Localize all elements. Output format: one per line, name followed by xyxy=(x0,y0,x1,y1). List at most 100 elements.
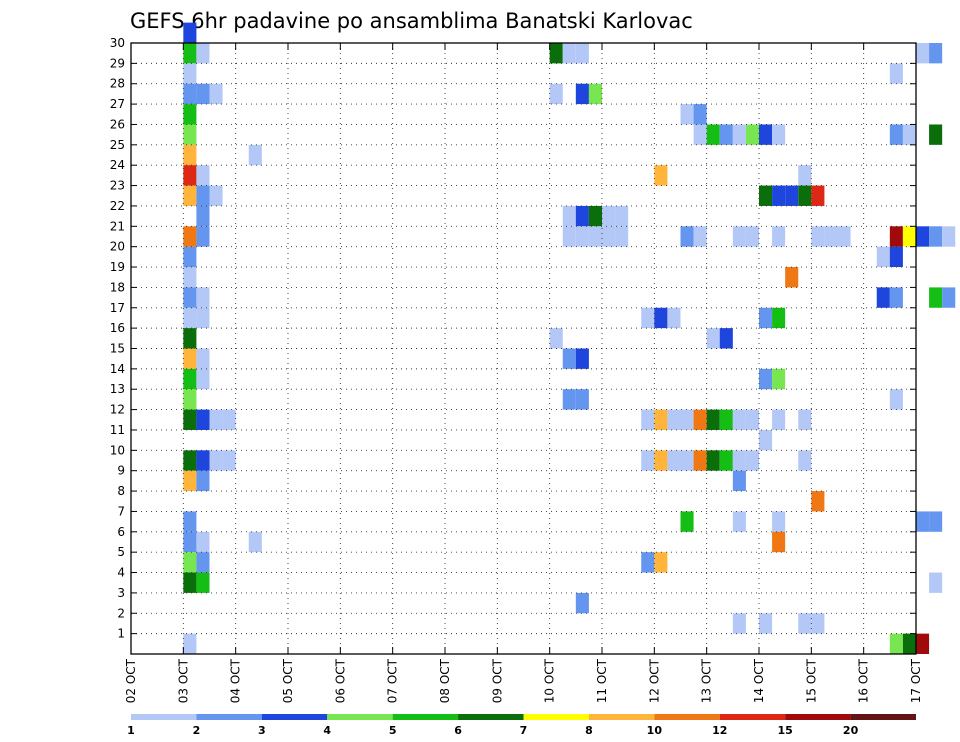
heatmap-cell-m29-t32 xyxy=(549,43,563,64)
heatmap-cell-m11-t4 xyxy=(183,409,197,430)
x-tick-label: 16 OCT xyxy=(857,658,871,703)
chart-title: GEFS 6hr padavine po ansamblima Banatski… xyxy=(130,9,693,33)
x-tick-label: 10 OCT xyxy=(543,658,557,703)
heatmap-cell-m9-t7 xyxy=(222,450,236,471)
heatmap-cell-m17-t4 xyxy=(183,287,197,308)
heatmap-cell-m19-t4 xyxy=(183,246,197,268)
heatmap-cell-m11-t7 xyxy=(222,409,236,430)
heatmap-cell-m4-t4 xyxy=(183,552,197,573)
heatmap-cell-m20-t59 xyxy=(902,226,916,247)
heatmap-cell-m4-t40 xyxy=(654,552,668,573)
heatmap-cell-m11-t49 xyxy=(772,409,786,430)
colorbar-label: 6 xyxy=(454,724,462,737)
heatmap-cell-m22-t4 xyxy=(183,185,197,206)
heatmap-cell-m25-t47 xyxy=(745,124,759,145)
heatmap-cell-m5-t4 xyxy=(183,531,197,553)
heatmap-cell-m6-t4 xyxy=(183,511,197,532)
heatmap-cell-m25-t45 xyxy=(719,124,733,145)
heatmap-cell-m9-t42 xyxy=(680,450,694,471)
heatmap-cell-m23-t4 xyxy=(183,165,197,186)
heatmap-cell-m20-t47 xyxy=(745,226,759,247)
heatmap-cell-m29-t60 xyxy=(916,43,930,64)
x-tick-label: 08 OCT xyxy=(438,658,452,703)
colorbar-swatch xyxy=(588,714,655,720)
heatmap-cell-m6-t49 xyxy=(772,511,786,532)
x-tick-label: 15 OCT xyxy=(804,658,818,703)
heatmap-cell-m27-t5 xyxy=(196,83,210,105)
heatmap-cell-m0-t4 xyxy=(183,633,197,654)
heatmap-cell-m25-t43 xyxy=(693,124,707,145)
y-tick-label: 10 xyxy=(110,443,125,457)
colorbar-swatch xyxy=(327,714,393,720)
heatmap-cell-m20-t37 xyxy=(615,226,629,247)
heatmap-cell-m3-t61 xyxy=(929,572,943,593)
y-tick-label: 25 xyxy=(110,138,125,152)
heatmap-cell-m17-t58 xyxy=(889,287,903,308)
colorbar-label: 20 xyxy=(843,724,859,737)
heatmap-cell-m20-t62 xyxy=(942,226,956,247)
colorbar-label: 5 xyxy=(389,724,397,737)
colorbar-swatch xyxy=(785,714,851,720)
heatmap-cell-m9-t41 xyxy=(667,450,681,471)
heatmap-cell-m20-t54 xyxy=(837,226,851,247)
heatmap-cell-m20-t49 xyxy=(772,226,786,247)
heatmap-cell-m9-t45 xyxy=(719,450,733,471)
y-tick-label: 6 xyxy=(117,525,125,539)
heatmap-cell-m1-t51 xyxy=(798,613,812,634)
heatmap-cell-m28-t58 xyxy=(889,63,903,84)
heatmap-cell-m6-t46 xyxy=(732,511,746,532)
heatmap-cell-m16-t40 xyxy=(654,307,668,329)
heatmap-cell-m23-t40 xyxy=(654,165,668,186)
heatmap-cell-m8-t46 xyxy=(732,470,746,492)
heatmap-cell-m25-t61 xyxy=(929,124,943,145)
heatmap-cell-m9-t51 xyxy=(798,450,812,471)
y-tick-label: 14 xyxy=(110,362,125,376)
y-tick-label: 22 xyxy=(110,199,125,213)
colorbar-swatch xyxy=(196,714,262,720)
heatmap-cell-m28-t4 xyxy=(183,63,197,84)
y-tick-label: 13 xyxy=(110,382,125,396)
heatmap-cell-m5-t9 xyxy=(248,531,262,553)
heatmap-cell-m11-t46 xyxy=(732,409,746,430)
heatmap-cell-m9-t46 xyxy=(732,450,746,471)
heatmap-cell-m16-t49 xyxy=(772,307,786,329)
heatmap-cell-m5-t5 xyxy=(196,531,210,553)
heatmap-cell-m13-t49 xyxy=(772,368,786,390)
heatmap-cell-m27-t4 xyxy=(183,83,197,105)
heatmap-cell-m21-t5 xyxy=(196,205,210,227)
heatmap-cell-m18-t50 xyxy=(785,267,799,288)
heatmap-cell-m11-t47 xyxy=(745,409,759,430)
heatmap-cell-m21-t35 xyxy=(588,205,602,227)
colorbar-label: 12 xyxy=(712,724,727,737)
heatmap-cell-m17-t62 xyxy=(942,287,956,308)
heatmap-cell-m12-t33 xyxy=(562,389,576,410)
colorbar-swatch xyxy=(850,714,916,720)
heatmap-cell-m29-t61 xyxy=(929,43,943,64)
y-tick-label: 9 xyxy=(117,464,125,478)
heatmap-cell-m9-t47 xyxy=(745,450,759,471)
heatmap-cell-m15-t44 xyxy=(706,328,720,349)
heatmap-cell-m15-t32 xyxy=(549,328,563,349)
heatmap-cell-m16-t4 xyxy=(183,307,197,329)
heatmap-cell-m22-t52 xyxy=(811,185,825,206)
y-tick-label: 1 xyxy=(117,627,125,641)
heatmap-cell-m9-t40 xyxy=(654,450,668,471)
heatmap-cell-m24-t9 xyxy=(248,144,262,166)
y-axis: 1234567891011121314151617181920212223242… xyxy=(110,36,916,641)
heatmap-cell-m20-t34 xyxy=(575,226,589,247)
heatmap-cell-m20-t4 xyxy=(183,226,197,247)
heatmap-cell-m20-t52 xyxy=(811,226,825,247)
heatmap-cell-m6-t42 xyxy=(680,511,694,532)
heatmap-cell-m22-t50 xyxy=(785,185,799,206)
y-tick-label: 26 xyxy=(110,117,125,131)
heatmap-cell-m10-t48 xyxy=(759,429,773,451)
heatmap-cell-m9-t6 xyxy=(209,450,223,471)
heatmap-cell-m20-t43 xyxy=(693,226,707,247)
y-tick-label: 8 xyxy=(117,484,125,498)
heatmap-cell-m27-t35 xyxy=(588,83,602,105)
heatmap-cell-m11-t39 xyxy=(641,409,655,430)
heatmap-cells xyxy=(183,22,956,654)
heatmap-cell-m25-t49 xyxy=(772,124,786,145)
heatmap-cell-m9-t5 xyxy=(196,450,210,471)
x-tick-label: 13 OCT xyxy=(700,658,714,703)
